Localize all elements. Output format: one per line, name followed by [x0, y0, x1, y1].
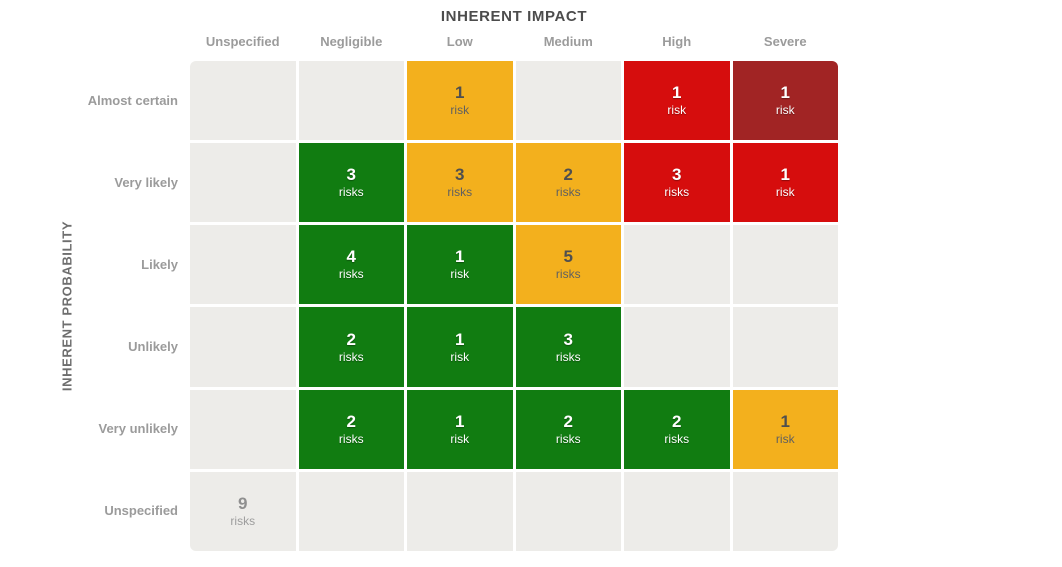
cell-risk-unit: risks: [555, 185, 581, 200]
matrix-cell-r0c2[interactable]: 1 risk: [407, 61, 513, 141]
matrix-cell-r5c5: [732, 471, 838, 551]
cell-risk-unit: risks: [338, 185, 364, 200]
matrix-cell-r4c0: [190, 389, 296, 469]
matrix-cell-r3c1[interactable]: 2 risks: [298, 307, 404, 387]
matrix-cell-r5c1: [298, 471, 404, 551]
cell-risk-unit: risks: [338, 431, 364, 446]
matrix-cell-r4c4[interactable]: 2 risks: [624, 389, 730, 469]
cell-risk-count: 2: [672, 411, 682, 431]
cell-risk-count: 3: [563, 329, 573, 349]
matrix-cell-r2c4: [624, 225, 730, 305]
row-label-0: Almost certain: [0, 61, 180, 140]
column-header-1: Negligible: [320, 34, 383, 49]
matrix-cell-r4c2[interactable]: 1 risk: [407, 389, 513, 469]
column-header-5: Severe: [763, 34, 807, 49]
impact-axis-title: INHERENT IMPACT: [440, 8, 588, 25]
cell-risk-unit: risks: [664, 431, 690, 446]
cell-risk-unit: risk: [667, 103, 687, 118]
cell-risk-count: 9: [238, 493, 248, 513]
row-label-text: Very likely: [114, 174, 178, 190]
cell-risk-unit: risk: [775, 185, 795, 200]
column-header-2: Low: [446, 34, 473, 49]
cell-risk-count: 1: [455, 411, 465, 431]
matrix-cell-r4c3[interactable]: 2 risks: [515, 389, 621, 469]
matrix-cell-r2c0: [190, 225, 296, 305]
matrix-cell-r1c0: [190, 143, 296, 223]
matrix-cell-r0c5[interactable]: 1 risk: [732, 61, 838, 141]
column-header-4: High: [662, 34, 692, 49]
cell-risk-count: 2: [346, 411, 356, 431]
matrix-cell-r3c2[interactable]: 1 risk: [407, 307, 513, 387]
cell-risk-unit: risk: [450, 431, 470, 446]
row-label-text: Very unlikely: [98, 421, 179, 437]
cell-risk-unit: risk: [450, 349, 470, 364]
row-labels: Almost certain Very likely Likely Unlikely V…: [0, 61, 180, 551]
matrix-cell-r2c1[interactable]: 4 risks: [298, 225, 404, 305]
cell-risk-unit: risks: [230, 513, 256, 528]
matrix-cell-r3c3[interactable]: 3 risks: [515, 307, 621, 387]
matrix-cell-r5c3: [515, 471, 621, 551]
column-headers: Unspecified Negligible Low Medium High Severe: [190, 34, 838, 49]
matrix-cell-r1c3[interactable]: 2 risks: [515, 143, 621, 223]
cell-risk-count: 1: [780, 83, 790, 103]
column-header-3: Medium: [543, 34, 593, 49]
cell-risk-count: 3: [346, 165, 356, 185]
row-label-1: Very likely: [0, 143, 180, 222]
cell-risk-unit: risk: [450, 267, 470, 282]
matrix-cell-r1c2[interactable]: 3 risks: [407, 143, 513, 223]
matrix-cell-r0c1: [298, 61, 404, 141]
cell-risk-count: 3: [455, 165, 465, 185]
cell-risk-count: 2: [346, 329, 356, 349]
row-label-text: Likely: [141, 256, 178, 272]
cell-risk-count: 5: [563, 247, 573, 267]
column-header-0: Unspecified: [205, 34, 280, 49]
row-label-2: Likely: [0, 225, 180, 304]
cell-risk-unit: risks: [664, 185, 690, 200]
cell-risk-unit: risks: [338, 349, 364, 364]
row-label-text: Unspecified: [104, 503, 178, 519]
cell-risk-count: 4: [346, 247, 356, 267]
row-label-5: Unspecified: [0, 472, 180, 551]
cell-risk-count: 1: [455, 247, 465, 267]
cell-risk-count: 1: [455, 83, 465, 103]
cell-risk-count: 1: [780, 411, 790, 431]
matrix-cell-r3c4: [624, 307, 730, 387]
matrix-cell-r1c5[interactable]: 1 risk: [732, 143, 838, 223]
cell-risk-unit: risks: [555, 349, 581, 364]
row-label-text: Almost certain: [87, 92, 178, 108]
matrix-cell-r1c1[interactable]: 3 risks: [298, 143, 404, 223]
matrix-cell-r1c4[interactable]: 3 risks: [624, 143, 730, 223]
cell-risk-unit: risk: [775, 103, 795, 118]
matrix-cell-r2c2[interactable]: 1 risk: [407, 225, 513, 305]
cell-risk-count: 1: [672, 83, 682, 103]
risk-matrix-grid: 1 risk 1 risk 1 risk 3 risks 3 risks 2 risks 3 risks 1…: [190, 61, 838, 551]
cell-risk-unit: risks: [338, 267, 364, 282]
cell-risk-unit: risks: [447, 185, 473, 200]
cell-risk-count: 1: [780, 165, 790, 185]
matrix-cell-r5c4: [624, 471, 730, 551]
matrix-cell-r0c0: [190, 61, 296, 141]
matrix-cell-r4c1[interactable]: 2 risks: [298, 389, 404, 469]
matrix-cell-r0c4[interactable]: 1 risk: [624, 61, 730, 141]
row-label-3: Unlikely: [0, 307, 180, 386]
matrix-cell-r5c0[interactable]: 9 risks: [190, 471, 296, 551]
cell-risk-count: 3: [672, 165, 682, 185]
cell-risk-unit: risk: [450, 103, 470, 118]
matrix-cell-r2c3[interactable]: 5 risks: [515, 225, 621, 305]
matrix-cell-r2c5: [732, 225, 838, 305]
cell-risk-count: 2: [563, 165, 573, 185]
cell-risk-count: 1: [455, 329, 465, 349]
cell-risk-unit: risk: [775, 431, 795, 446]
matrix-cell-r0c3: [515, 61, 621, 141]
row-label-4: Very unlikely: [0, 390, 180, 469]
matrix-cell-r5c2: [407, 471, 513, 551]
cell-risk-count: 2: [563, 411, 573, 431]
cell-risk-unit: risks: [555, 267, 581, 282]
matrix-cell-r3c0: [190, 307, 296, 387]
row-label-text: Unlikely: [128, 339, 178, 354]
matrix-cell-r3c5: [732, 307, 838, 387]
matrix-cell-r4c5[interactable]: 1 risk: [732, 389, 838, 469]
cell-risk-unit: risks: [555, 431, 581, 446]
